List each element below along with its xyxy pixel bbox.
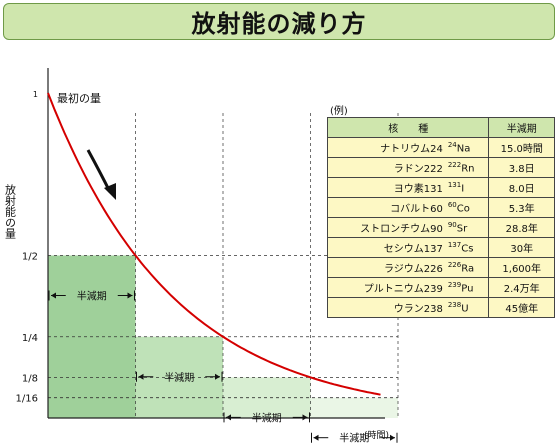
halflife-value: 1,600年 <box>488 257 555 278</box>
table-row: ヨウ素131 131I 8.0日 <box>326 177 555 198</box>
arrowhead <box>302 414 308 421</box>
mass-number: 90 <box>447 220 457 229</box>
mass-number: 238 <box>447 300 462 309</box>
table-row: ナトリウム24 24Na 15.0時間 <box>326 137 555 158</box>
y-tick-label: 1/8 <box>22 373 38 384</box>
element-symbol: Pu <box>461 283 474 295</box>
nuclide-symbol: 239Pu <box>444 277 490 298</box>
halflife-value: 3.8日 <box>488 157 555 178</box>
nuclide-symbol: 226Ra <box>444 257 490 278</box>
element-symbol: Sr <box>456 223 468 235</box>
table-row: セシウム137 137Cs 30年 <box>326 237 555 258</box>
halflife-value: 28.8年 <box>488 217 555 238</box>
mass-number: 222 <box>447 160 462 169</box>
table-row: ストロンチウム90 90Sr 28.8年 <box>326 217 555 238</box>
arrowhead <box>127 292 133 299</box>
element-symbol: U <box>461 303 469 315</box>
arrowhead <box>313 434 319 441</box>
arrowhead <box>390 434 395 441</box>
halflife-table: 核 種 半減期 ナトリウム24 24Na 15.0時間 ラドン222 222Rn 3.8日… <box>326 117 555 318</box>
nuclide-name: ラドン222 <box>326 157 445 178</box>
nuclide-symbol: 60Co <box>444 197 490 218</box>
halflife-label: 半減期 <box>252 411 282 424</box>
mass-number: 239 <box>447 280 462 289</box>
mass-number: 226 <box>447 260 462 269</box>
nuclide-name: コバルト60 <box>326 197 445 218</box>
mass-number: 24 <box>447 140 457 149</box>
example-label: (例) <box>330 106 348 117</box>
initial-amount-label: 最初の量 <box>57 91 101 105</box>
decrease-arrowhead <box>104 183 116 200</box>
nuclide-name: ウラン238 <box>326 297 445 318</box>
header-nuclide: 核 種 <box>326 117 490 138</box>
arrowhead <box>138 373 144 380</box>
y-tick-label: 1/2 <box>22 252 38 263</box>
nuclide-symbol: 131I <box>444 177 490 198</box>
nuclide-name: セシウム137 <box>326 237 445 258</box>
y-tick-label: 1/4 <box>22 333 38 344</box>
page-title: 放射能の減り方 <box>191 10 367 38</box>
table-row: ラドン222 222Rn 3.8日 <box>326 157 555 178</box>
nuclide-name: ラジウム226 <box>326 257 445 278</box>
nuclide-name: プルトニウム239 <box>326 277 445 298</box>
element-symbol: Cs <box>461 243 474 255</box>
table-row: コバルト60 60Co 5.3年 <box>326 197 555 218</box>
table-row: ラジウム226 226Ra 1,600年 <box>326 257 555 278</box>
element-symbol: Co <box>456 203 470 215</box>
y-tick-label: 1 <box>33 90 38 99</box>
mass-number: 137 <box>447 240 462 249</box>
header-halflife: 半減期 <box>488 117 555 138</box>
table-header-row: 核 種 半減期 <box>326 117 555 138</box>
arrowhead <box>51 292 56 299</box>
table-row: プルトニウム239 239Pu 2.4万年 <box>326 277 555 298</box>
nuclide-symbol: 222Rn <box>444 157 490 178</box>
nuclide-symbol: 238U <box>444 297 490 318</box>
y-axis-label: 放射能の量 <box>4 183 17 239</box>
halflife-block <box>310 397 398 418</box>
title-banner: 放射能の減り方 <box>3 3 555 40</box>
halflife-label: 半減期 <box>339 432 369 443</box>
element-symbol: Na <box>456 143 471 155</box>
nuclide-symbol: 137Cs <box>444 237 490 258</box>
halflife-value: 30年 <box>488 237 555 258</box>
x-axis-label: (時間) <box>364 430 389 441</box>
element-symbol: Ra <box>461 263 475 275</box>
mass-number: 60 <box>447 200 457 209</box>
mass-number: 131 <box>447 180 462 189</box>
element-symbol: I <box>461 183 465 195</box>
table-row: ウラン238 238U 45億年 <box>326 297 555 318</box>
element-symbol: Rn <box>461 163 475 175</box>
nuclide-name: ナトリウム24 <box>326 137 445 158</box>
halflife-label: 半減期 <box>77 290 107 303</box>
halflife-value: 2.4万年 <box>488 277 555 298</box>
nuclide-name: ヨウ素131 <box>326 177 445 198</box>
y-tick-label: 1/16 <box>16 394 38 405</box>
nuclide-symbol: 24Na <box>444 137 490 158</box>
halflife-value: 15.0時間 <box>488 137 555 158</box>
decay-curve <box>47 92 381 396</box>
halflife-value: 8.0日 <box>488 177 555 198</box>
nuclide-symbol: 90Sr <box>444 217 490 238</box>
halflife-value: 45億年 <box>488 297 555 318</box>
nuclide-name: ストロンチウム90 <box>326 217 445 238</box>
arrowhead <box>215 373 220 380</box>
arrowhead <box>226 414 231 421</box>
halflife-value: 5.3年 <box>488 197 555 218</box>
halflife-label: 半減期 <box>164 371 194 384</box>
table-body: ナトリウム24 24Na 15.0時間 ラドン222 222Rn 3.8日 ヨウ素131 13… <box>326 137 555 318</box>
